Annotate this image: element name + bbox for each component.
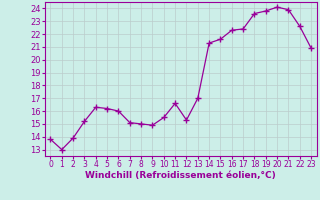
X-axis label: Windchill (Refroidissement éolien,°C): Windchill (Refroidissement éolien,°C) [85,171,276,180]
